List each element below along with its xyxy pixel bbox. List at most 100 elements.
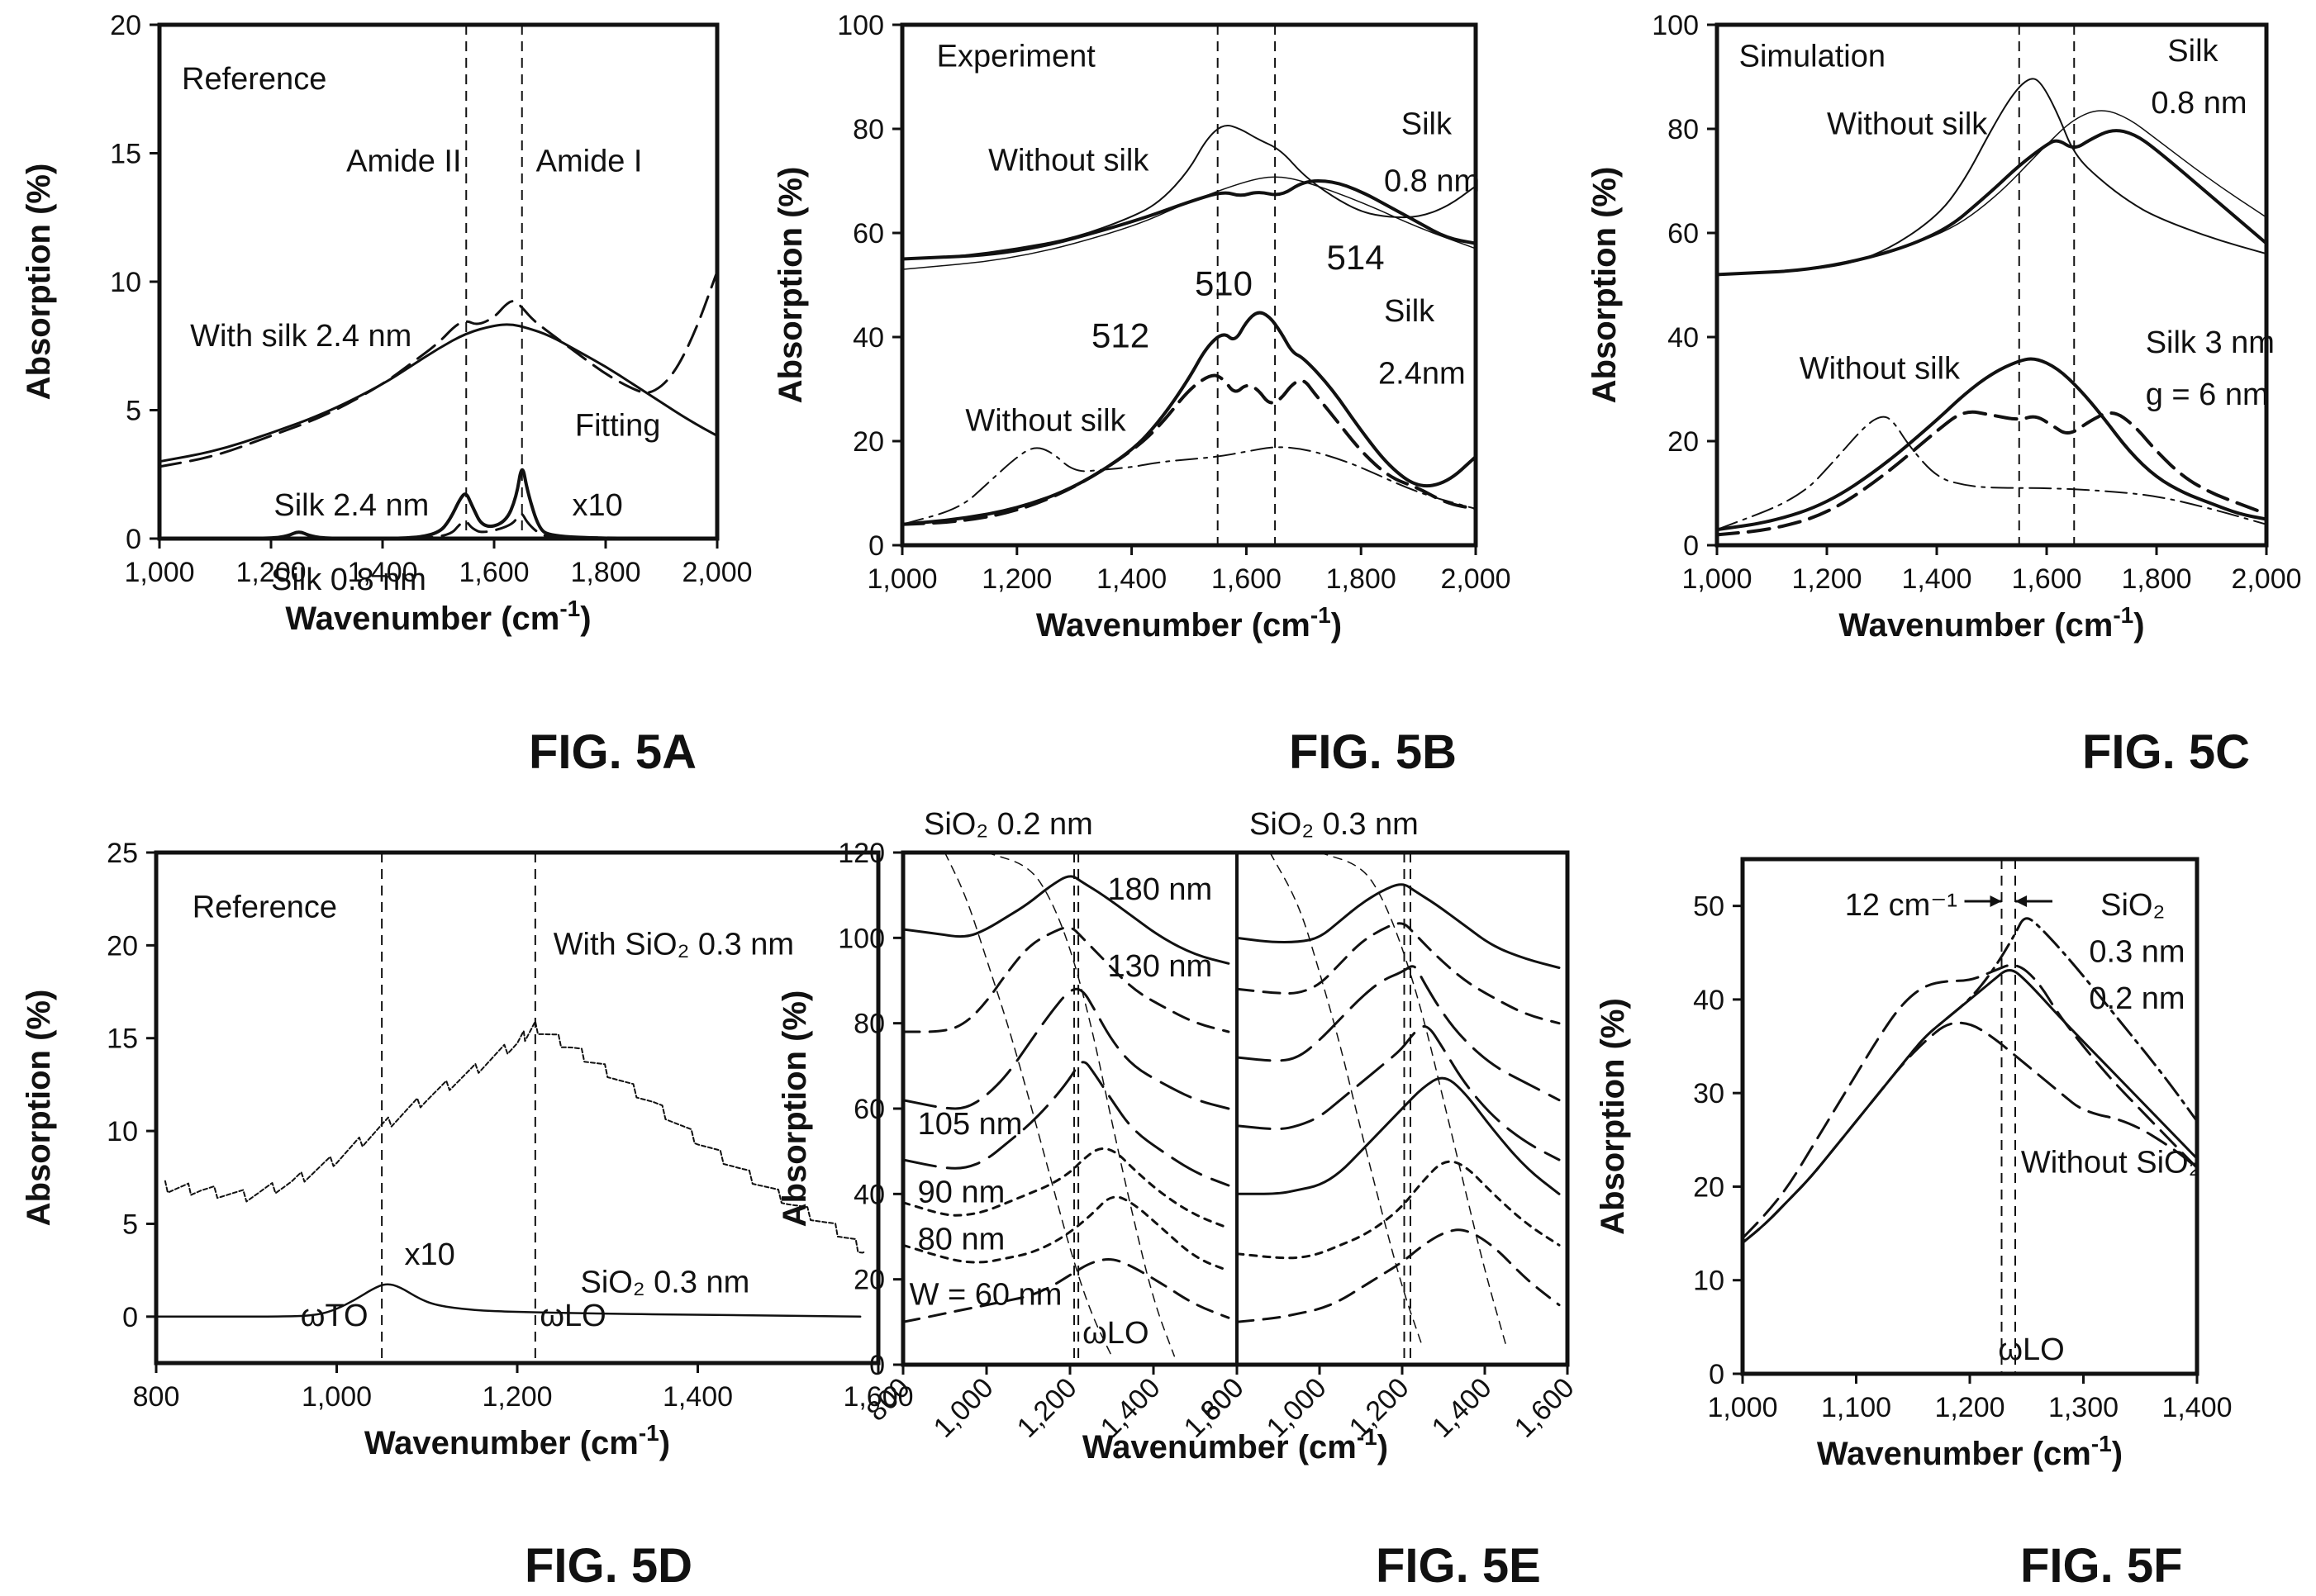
- annotation: 0.8 nm: [2151, 86, 2247, 121]
- y-tick-label: 20: [1693, 1171, 1724, 1203]
- y-tick-label: 120: [838, 838, 885, 869]
- y-tick-label: 0: [1683, 530, 1699, 562]
- arrowhead: [2015, 895, 2027, 907]
- annotation: 0.3 nm: [2089, 935, 2185, 970]
- y-axis-label: Absorption (%): [1595, 998, 1631, 1235]
- x-tick-label: 1,400: [1901, 563, 1971, 595]
- y-tick-label: 25: [107, 838, 138, 869]
- y-axis-label: Absorption (%): [1586, 167, 1623, 404]
- x-tick-label: 2,000: [682, 557, 752, 588]
- figure-label: FIG. 5B: [1289, 725, 1457, 779]
- x-tick-label: 1,200: [1011, 1372, 1083, 1444]
- fig5A-series-4: [158, 512, 719, 540]
- x-tick-label: 1,400: [347, 557, 417, 588]
- fig5F-series-2: [1741, 963, 2199, 1240]
- x-axis-label: Wavenumber (cm-1): [1082, 1424, 1388, 1465]
- fig5B-series-2: [901, 176, 1477, 270]
- fig5B-series-3: [901, 179, 1477, 261]
- figure-label: FIG. 5C: [2082, 725, 2250, 779]
- annotation: x10: [404, 1237, 454, 1272]
- y-tick-label: 10: [110, 267, 141, 298]
- fig5E-p1-series-4: [903, 1061, 1230, 1187]
- annotation: Silk 0.8 nm: [271, 563, 426, 597]
- annotation: Without silk: [988, 143, 1149, 178]
- x-tick-label: 1,200: [982, 563, 1052, 595]
- figure-label: FIG. 5F: [2020, 1539, 2183, 1593]
- fig5E-p1-series-3: [903, 987, 1230, 1110]
- fig5A-series-1: [158, 323, 719, 463]
- annotation: 0.8 nm: [1384, 164, 1480, 199]
- x-tick-label: 2,000: [1440, 563, 1510, 595]
- y-axis-label: Absorption (%): [21, 990, 57, 1227]
- y-tick-label: 100: [1652, 10, 1699, 41]
- annotation: Silk: [1401, 107, 1453, 141]
- figure-label: FIG. 5A: [529, 725, 697, 779]
- y-tick-label: 60: [853, 218, 884, 249]
- panel-header: SiO₂ 0.3 nm: [1249, 807, 1419, 842]
- annotation: 510: [1195, 264, 1253, 303]
- arrowhead: [1990, 895, 2002, 907]
- x-tick-label: 1,200: [482, 1381, 552, 1413]
- y-tick-label: 15: [107, 1024, 138, 1055]
- chart-5C: 1,000 1,200 1,400 1,600 1,800 2,000 0 20 40 60 80 1…: [1586, 10, 2302, 779]
- x-tick-label: 1,000: [1681, 563, 1752, 595]
- annotation: 130 nm: [1107, 949, 1212, 984]
- annotation: 90 nm: [918, 1176, 1006, 1210]
- annotation: 180 nm: [1107, 872, 1212, 907]
- separation-marker: [1964, 895, 2052, 907]
- x-tick-label: 800: [133, 1381, 180, 1413]
- x-tick-label: 1,000: [1707, 1392, 1777, 1423]
- y-axis-label: Absorption (%): [21, 164, 57, 401]
- fig5F-series-4: [1741, 1021, 2199, 1244]
- annotation: Silk: [1384, 294, 1435, 329]
- fig5E-p1-series-7: [903, 1258, 1230, 1323]
- y-axis-label: Absorption (%): [777, 990, 813, 1228]
- plot-frame: [1714, 22, 2269, 548]
- fig5E-p2-series-8: [1269, 853, 1424, 1349]
- fig5C-series-5: [1715, 410, 2268, 537]
- figure-label: FIG. 5E: [1376, 1539, 1541, 1593]
- annotation: W = 60 nm: [910, 1278, 1063, 1313]
- annotation: ωTO: [301, 1299, 369, 1333]
- annotation: Silk 2.4 nm: [273, 488, 429, 523]
- y-tick-label: 80: [853, 114, 884, 145]
- annotation: Without silk: [965, 403, 1126, 438]
- fig5C-series-4: [1715, 357, 2268, 532]
- y-tick-label: 50: [1693, 891, 1724, 923]
- fig5A-series-3: [158, 468, 719, 541]
- y-tick-label: 5: [126, 396, 141, 427]
- x-axis-label: Wavenumber (cm-1): [1817, 1431, 2123, 1472]
- fig5D-series-1: [164, 1020, 866, 1254]
- y-tick-label: 40: [1667, 322, 1699, 354]
- y-tick-label: 30: [1693, 1078, 1724, 1109]
- y-tick-label: 10: [107, 1116, 138, 1147]
- chart-5E: 0 20 40 60 80 100 120 Absorption (%) Wavenumber …: [777, 807, 1581, 1593]
- chart-5D: 800 1,000 1,200 1,400 1,6000510152025Wavenum…: [21, 838, 914, 1593]
- x-axis-label: Wavenumber (cm-1): [364, 1420, 670, 1461]
- x-tick-label: 1,600: [1211, 563, 1282, 595]
- fig5E-p1-series-2: [903, 926, 1230, 1033]
- annotation: 512: [1091, 316, 1149, 355]
- figure-label: FIG. 5D: [525, 1539, 692, 1593]
- fig5D-series-2: [155, 1283, 862, 1318]
- annotation: 80 nm: [918, 1223, 1006, 1257]
- panel-plot-area: [1237, 853, 1561, 1365]
- fig5C-series-6: [1716, 416, 2267, 531]
- x-axis-label: Wavenumber (cm-1): [1838, 602, 2144, 644]
- x-tick-label: 1,000: [928, 1372, 1000, 1444]
- x-tick-label: 1,000: [867, 563, 937, 595]
- x-tick-label: 1,100: [1821, 1392, 1891, 1423]
- fig5E-p1-series-6: [903, 1195, 1230, 1272]
- y-axis-label: Absorption (%): [773, 167, 809, 404]
- annotation: Silk: [2167, 34, 2219, 69]
- fig5E-p1-series-5: [903, 1147, 1230, 1230]
- annotation: Simulation: [1739, 39, 1886, 74]
- y-tick-label: 0: [126, 524, 141, 555]
- plot-frame: [900, 22, 1478, 548]
- x-tick-label: 1,200: [235, 557, 306, 588]
- y-tick-label: 20: [110, 10, 141, 41]
- annotation: With SiO₂ 0.3 nm: [554, 928, 794, 962]
- annotation: Experiment: [937, 39, 1096, 74]
- fig5E-p2-series-9: [1319, 853, 1506, 1344]
